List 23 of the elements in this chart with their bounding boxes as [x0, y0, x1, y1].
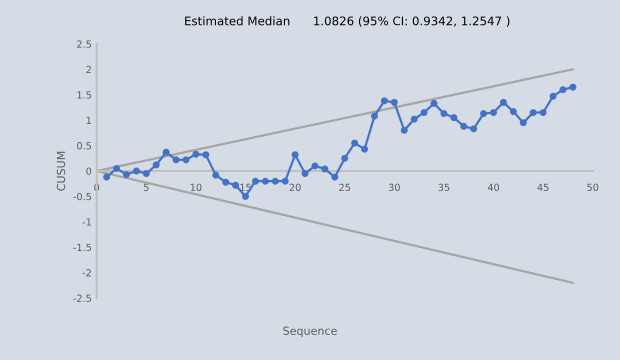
y-tick-label: 2	[86, 66, 91, 74]
y-tick-label: 2.5	[77, 40, 92, 48]
y-axis-title: CUSUM	[56, 152, 66, 191]
y-tick-label: -1	[82, 218, 91, 226]
y-tick-label: -2.5	[73, 294, 92, 302]
x-axis-title: Sequence	[283, 326, 337, 338]
y-tick-label: 0.5	[77, 142, 92, 150]
x-tick-label: 50	[587, 184, 598, 192]
x-tick-label: 5	[144, 184, 149, 192]
y-tick-label: -1.5	[73, 244, 92, 252]
x-tick-label: 40	[488, 184, 500, 192]
y-tick-label: 1	[86, 116, 91, 124]
y-tick-label: 0	[86, 167, 92, 175]
x-tick-label: 20	[290, 184, 301, 192]
x-tick-label: 25	[339, 184, 350, 192]
x-tick-label: 10	[190, 184, 202, 192]
y-tick-label: 1.5	[77, 91, 92, 99]
y-tick-label: -2	[82, 269, 91, 276]
y-tick-label: -0.5	[73, 192, 92, 200]
x-tick-label: 45	[537, 184, 548, 192]
x-tick-label: 35	[438, 184, 450, 192]
x-tick-label: 30	[388, 184, 400, 192]
chart-title: Estimated Median 1.0826 (95% CI: 0.9342, 1.2547 )	[185, 16, 510, 27]
